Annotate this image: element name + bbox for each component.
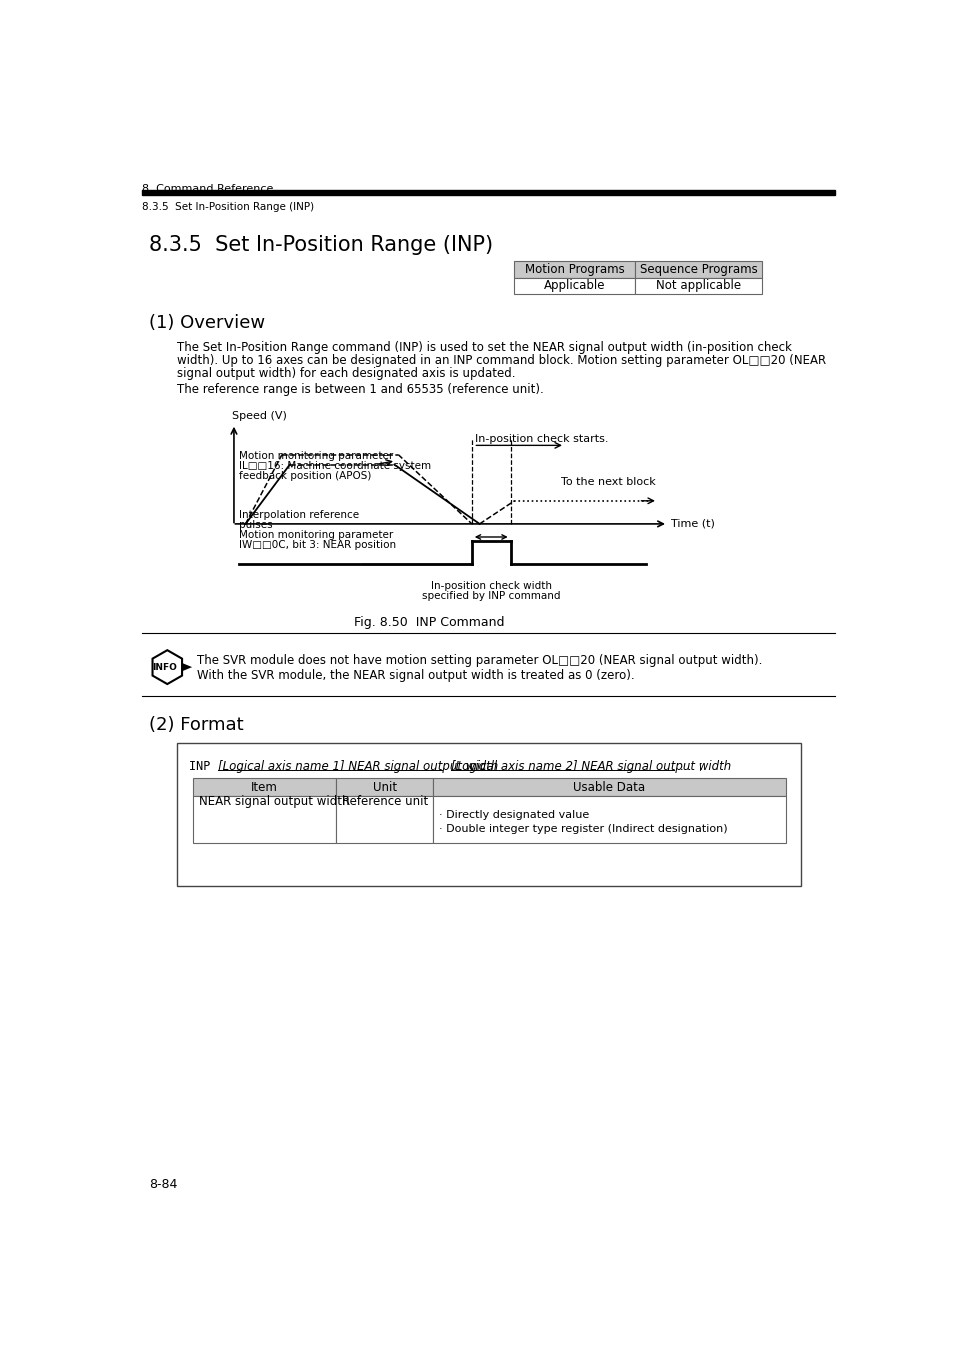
Bar (634, 261, 761, 278)
Text: specified by INP command: specified by INP command (421, 591, 560, 601)
Text: 8.3.5  Set In-Position Range (INP): 8.3.5 Set In-Position Range (INP) (149, 235, 493, 255)
Text: INP: INP (189, 760, 224, 774)
Polygon shape (152, 651, 182, 684)
Text: …  ;: … ; (675, 760, 702, 774)
Text: Motion monitoring parameter: Motion monitoring parameter (239, 451, 394, 460)
Bar (335, 778, 433, 796)
Text: Unit: Unit (373, 780, 396, 794)
Text: NEAR signal output width: NEAR signal output width (199, 795, 349, 807)
Bar (514, 278, 634, 294)
Text: To the next block: To the next block (560, 477, 655, 487)
Bar (335, 796, 433, 842)
Text: In-position check width: In-position check width (431, 580, 551, 591)
Text: IL□□16: Machine coordinate system: IL□□16: Machine coordinate system (239, 460, 431, 471)
Text: · Double integer type register (Indirect designation): · Double integer type register (Indirect… (439, 825, 727, 834)
Text: (2) Format: (2) Format (149, 717, 243, 734)
Text: Reference unit: Reference unit (341, 795, 427, 807)
Text: [Logical axis name 2] NEAR signal output width: [Logical axis name 2] NEAR signal output… (451, 760, 730, 774)
Text: pulses: pulses (239, 520, 273, 531)
Text: 8  Command Reference: 8 Command Reference (142, 184, 274, 193)
Text: Item: Item (251, 780, 277, 794)
Text: 8.3.5  Set In-Position Range (INP): 8.3.5 Set In-Position Range (INP) (142, 202, 314, 212)
Text: 8-84: 8-84 (149, 1179, 177, 1192)
Text: Interpolation reference: Interpolation reference (239, 510, 359, 520)
Text: signal output width) for each designated axis is updated.: signal output width) for each designated… (177, 367, 516, 379)
Text: Not applicable: Not applicable (656, 279, 740, 293)
Text: Motion monitoring parameter: Motion monitoring parameter (239, 531, 394, 540)
Text: In-position check starts.: In-position check starts. (475, 433, 608, 444)
Text: Motion Programs: Motion Programs (524, 262, 624, 275)
Bar (142, 190, 834, 196)
Bar (177, 744, 801, 886)
Text: Fig. 8.50  INP Command: Fig. 8.50 INP Command (354, 617, 504, 629)
Text: Usable Data: Usable Data (573, 780, 645, 794)
Polygon shape (183, 663, 192, 671)
Text: With the SVR module, the NEAR signal output width is treated as 0 (zero).: With the SVR module, the NEAR signal out… (196, 668, 634, 682)
Bar (433, 778, 785, 796)
Text: Applicable: Applicable (543, 279, 604, 293)
Text: [Logical axis name 1] NEAR signal output width: [Logical axis name 1] NEAR signal output… (218, 760, 498, 774)
Text: (1) Overview: (1) Overview (149, 315, 265, 332)
Text: The Set In-Position Range command (INP) is used to set the NEAR signal output wi: The Set In-Position Range command (INP) … (177, 340, 791, 354)
Text: Speed (V): Speed (V) (233, 412, 287, 421)
Bar (433, 796, 785, 842)
Text: The reference range is between 1 and 65535 (reference unit).: The reference range is between 1 and 655… (177, 383, 543, 396)
Text: Sequence Programs: Sequence Programs (639, 262, 757, 275)
Text: Time (t): Time (t) (670, 518, 714, 529)
Text: width). Up to 16 axes can be designated in an INP command block. Motion setting : width). Up to 16 axes can be designated … (177, 354, 825, 367)
Bar (142, 634, 834, 697)
Text: The SVR module does not have motion setting parameter OL□□20 (NEAR signal output: The SVR module does not have motion sett… (196, 653, 761, 667)
Bar (193, 778, 335, 796)
Text: INFO: INFO (152, 663, 176, 671)
Bar (514, 261, 634, 278)
Text: IW□□0C, bit 3: NEAR position: IW□□0C, bit 3: NEAR position (239, 540, 396, 549)
Bar (634, 278, 761, 294)
Text: · Directly designated value: · Directly designated value (439, 810, 589, 821)
Bar (193, 796, 335, 842)
Text: feedback position (APOS): feedback position (APOS) (239, 471, 372, 481)
